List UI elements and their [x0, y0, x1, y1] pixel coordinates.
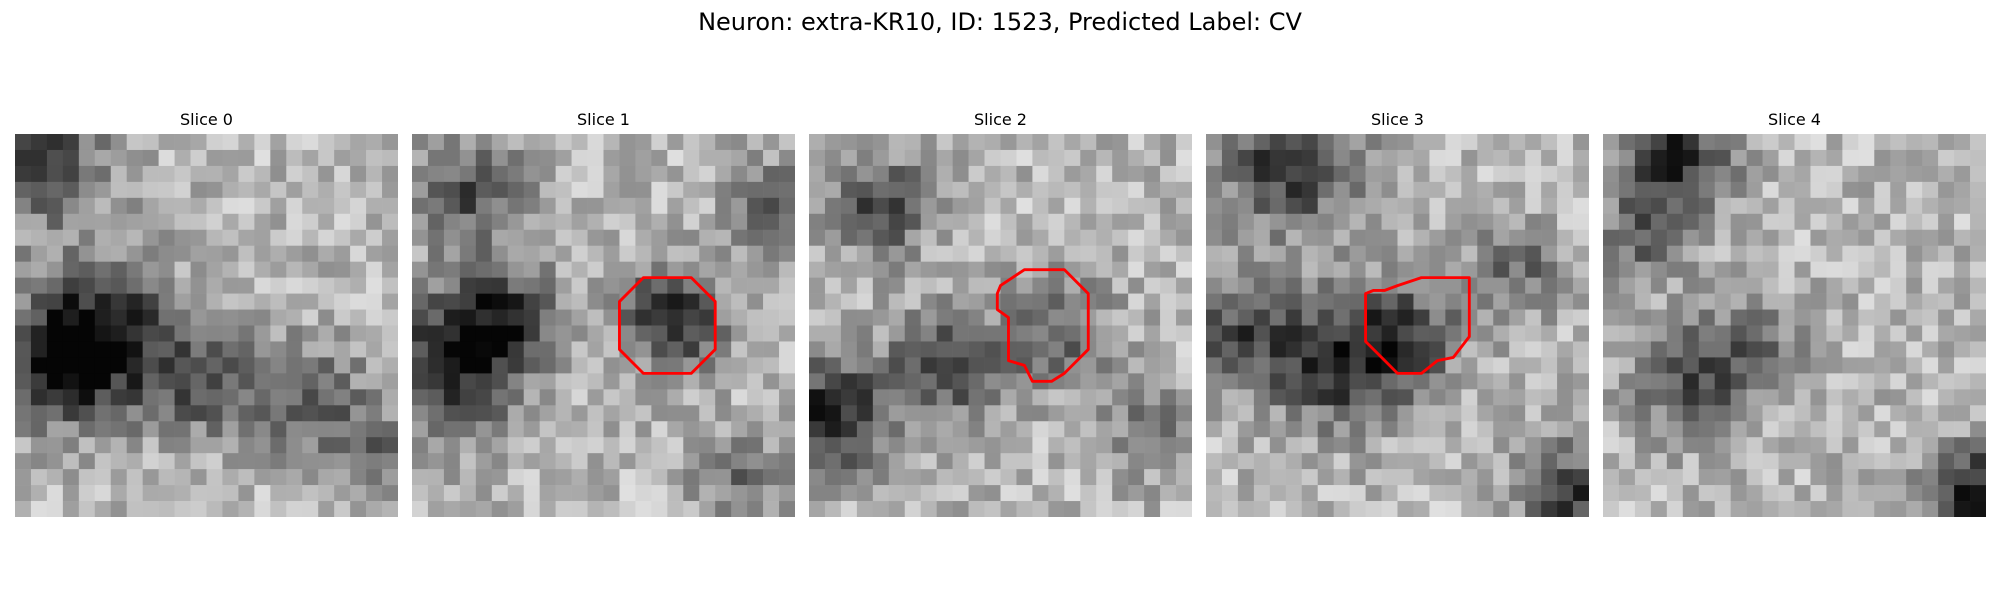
slice-panel-0: Slice 0 [15, 110, 398, 517]
slice-image-4 [1603, 134, 1986, 517]
pixel-grid [15, 134, 398, 517]
slice-title-1: Slice 1 [577, 110, 630, 129]
figure-title: Neuron: extra-KR10, ID: 1523, Predicted … [698, 8, 1302, 36]
slice-image-3 [1206, 134, 1589, 517]
pixel-grid [1603, 134, 1986, 517]
slice-image-0 [15, 134, 398, 517]
slice-panel-2: Slice 2 [809, 110, 1192, 517]
slice-title-2: Slice 2 [974, 110, 1027, 129]
slice-panel-1: Slice 1 [412, 110, 795, 517]
slice-panel-4: Slice 4 [1603, 110, 1986, 517]
slice-panel-3: Slice 3 [1206, 110, 1589, 517]
roi-contour [618, 276, 717, 375]
pixel-grid [1206, 134, 1589, 517]
pixel-grid [809, 134, 1192, 517]
slice-title-4: Slice 4 [1768, 110, 1821, 129]
slice-title-0: Slice 0 [180, 110, 233, 129]
roi-contour [1364, 276, 1471, 375]
pixel-grid [412, 134, 795, 517]
roi-contour [995, 268, 1090, 383]
slice-image-1 [412, 134, 795, 517]
slice-title-3: Slice 3 [1371, 110, 1424, 129]
slice-image-2 [809, 134, 1192, 517]
